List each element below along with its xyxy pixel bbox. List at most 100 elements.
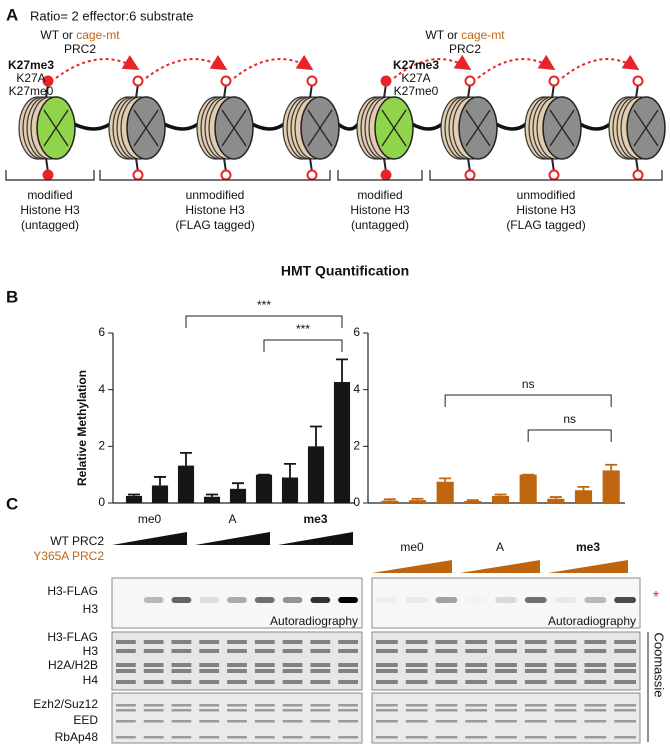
error-bar bbox=[439, 477, 452, 482]
complex-band bbox=[227, 720, 247, 723]
group-label: me0 bbox=[138, 512, 162, 526]
error-bar bbox=[284, 463, 296, 478]
linker-dna bbox=[163, 122, 200, 131]
tail-mark bbox=[380, 75, 392, 87]
tail-mark bbox=[632, 169, 644, 181]
panel-label: A bbox=[6, 5, 18, 24]
bracket-label: Histone H3 bbox=[516, 203, 576, 217]
significance-label: ns bbox=[522, 377, 535, 391]
histone-band bbox=[171, 663, 192, 667]
histone-band bbox=[584, 649, 607, 653]
histone-band bbox=[405, 669, 428, 673]
histone-band bbox=[465, 640, 488, 644]
gel-row-label: H4 bbox=[83, 673, 99, 687]
complex-gel bbox=[371, 692, 641, 744]
significance-label: *** bbox=[257, 298, 271, 312]
wedge bbox=[460, 560, 540, 573]
gel-row-label: H3 bbox=[83, 644, 99, 658]
bar bbox=[229, 488, 247, 503]
complex-band bbox=[338, 736, 358, 739]
complex-band bbox=[171, 709, 192, 712]
error-bar bbox=[605, 463, 618, 471]
linker-dna bbox=[495, 122, 528, 131]
methyl-arrow bbox=[477, 54, 556, 79]
tail-mark bbox=[306, 75, 318, 87]
complex-band bbox=[614, 709, 636, 712]
y-tick-label: 6 bbox=[98, 325, 105, 339]
histone-band bbox=[116, 680, 136, 684]
complex-band bbox=[524, 720, 547, 723]
histone-band bbox=[199, 649, 220, 653]
histone-band bbox=[376, 669, 398, 673]
methyl-arrow bbox=[55, 54, 140, 79]
histone-band bbox=[143, 669, 164, 673]
histone-band bbox=[495, 663, 517, 667]
tail-mark bbox=[548, 169, 560, 181]
histone-band bbox=[465, 649, 488, 653]
group-label: me0 bbox=[400, 540, 424, 554]
complex-band bbox=[465, 736, 488, 739]
complex-band bbox=[584, 704, 607, 707]
histone-band bbox=[554, 669, 577, 673]
nucleosome-x bbox=[133, 109, 159, 147]
histone-band bbox=[376, 640, 398, 644]
complex-band bbox=[435, 704, 458, 707]
linker-dna bbox=[251, 122, 286, 131]
autorad-band bbox=[282, 597, 303, 603]
complex-band bbox=[435, 720, 458, 723]
bar bbox=[408, 500, 427, 503]
histone-band bbox=[254, 669, 275, 673]
complex-band bbox=[376, 704, 398, 707]
significance-label: *** bbox=[296, 322, 310, 336]
histone-band bbox=[199, 663, 220, 667]
histone-band bbox=[143, 680, 164, 684]
histone-band bbox=[524, 640, 547, 644]
complex-band bbox=[524, 704, 547, 707]
histone-band bbox=[143, 640, 164, 644]
histone-band bbox=[495, 649, 517, 653]
group-label: A bbox=[228, 512, 236, 526]
complex-band bbox=[465, 720, 488, 723]
bar bbox=[281, 477, 299, 503]
tail-mark bbox=[132, 169, 144, 181]
histone-band bbox=[282, 640, 303, 644]
complex-band bbox=[254, 720, 275, 723]
nucleosome-x bbox=[633, 109, 659, 147]
group-label: me3 bbox=[576, 540, 600, 554]
complex-band bbox=[282, 736, 303, 739]
y-axis-label: Relative Methylation bbox=[75, 370, 89, 486]
significance-bracket bbox=[185, 315, 343, 328]
bar bbox=[547, 498, 565, 503]
complex-band bbox=[524, 709, 547, 712]
wedge bbox=[548, 560, 628, 573]
autorad-band bbox=[465, 597, 487, 603]
error-bar bbox=[466, 499, 479, 502]
histone-band bbox=[584, 663, 607, 667]
histone-band bbox=[171, 680, 192, 684]
histone-band bbox=[584, 680, 607, 684]
autorad-band bbox=[495, 597, 517, 603]
complex-band bbox=[199, 704, 220, 707]
histone-band bbox=[227, 663, 247, 667]
nucleosome-x bbox=[43, 109, 69, 147]
complex-band bbox=[116, 704, 136, 707]
k27-label: K27me0 bbox=[9, 84, 54, 98]
nucleosome-x bbox=[549, 109, 575, 147]
histone-band bbox=[310, 649, 331, 653]
enzyme-mutant: cage-mt bbox=[461, 28, 505, 42]
error-bar bbox=[411, 497, 424, 501]
autorad-band bbox=[614, 597, 636, 603]
complex-band bbox=[171, 720, 192, 723]
histone-band bbox=[227, 640, 247, 644]
complex-band bbox=[584, 720, 607, 723]
histone-band bbox=[199, 669, 220, 673]
wedge bbox=[372, 560, 452, 573]
error-bar bbox=[494, 493, 507, 496]
linker-dna bbox=[336, 122, 360, 131]
histone-band bbox=[116, 663, 136, 667]
histone-band bbox=[405, 680, 428, 684]
panel-label: B bbox=[6, 287, 18, 306]
complex-band bbox=[254, 736, 275, 739]
autorad-band bbox=[524, 597, 547, 603]
